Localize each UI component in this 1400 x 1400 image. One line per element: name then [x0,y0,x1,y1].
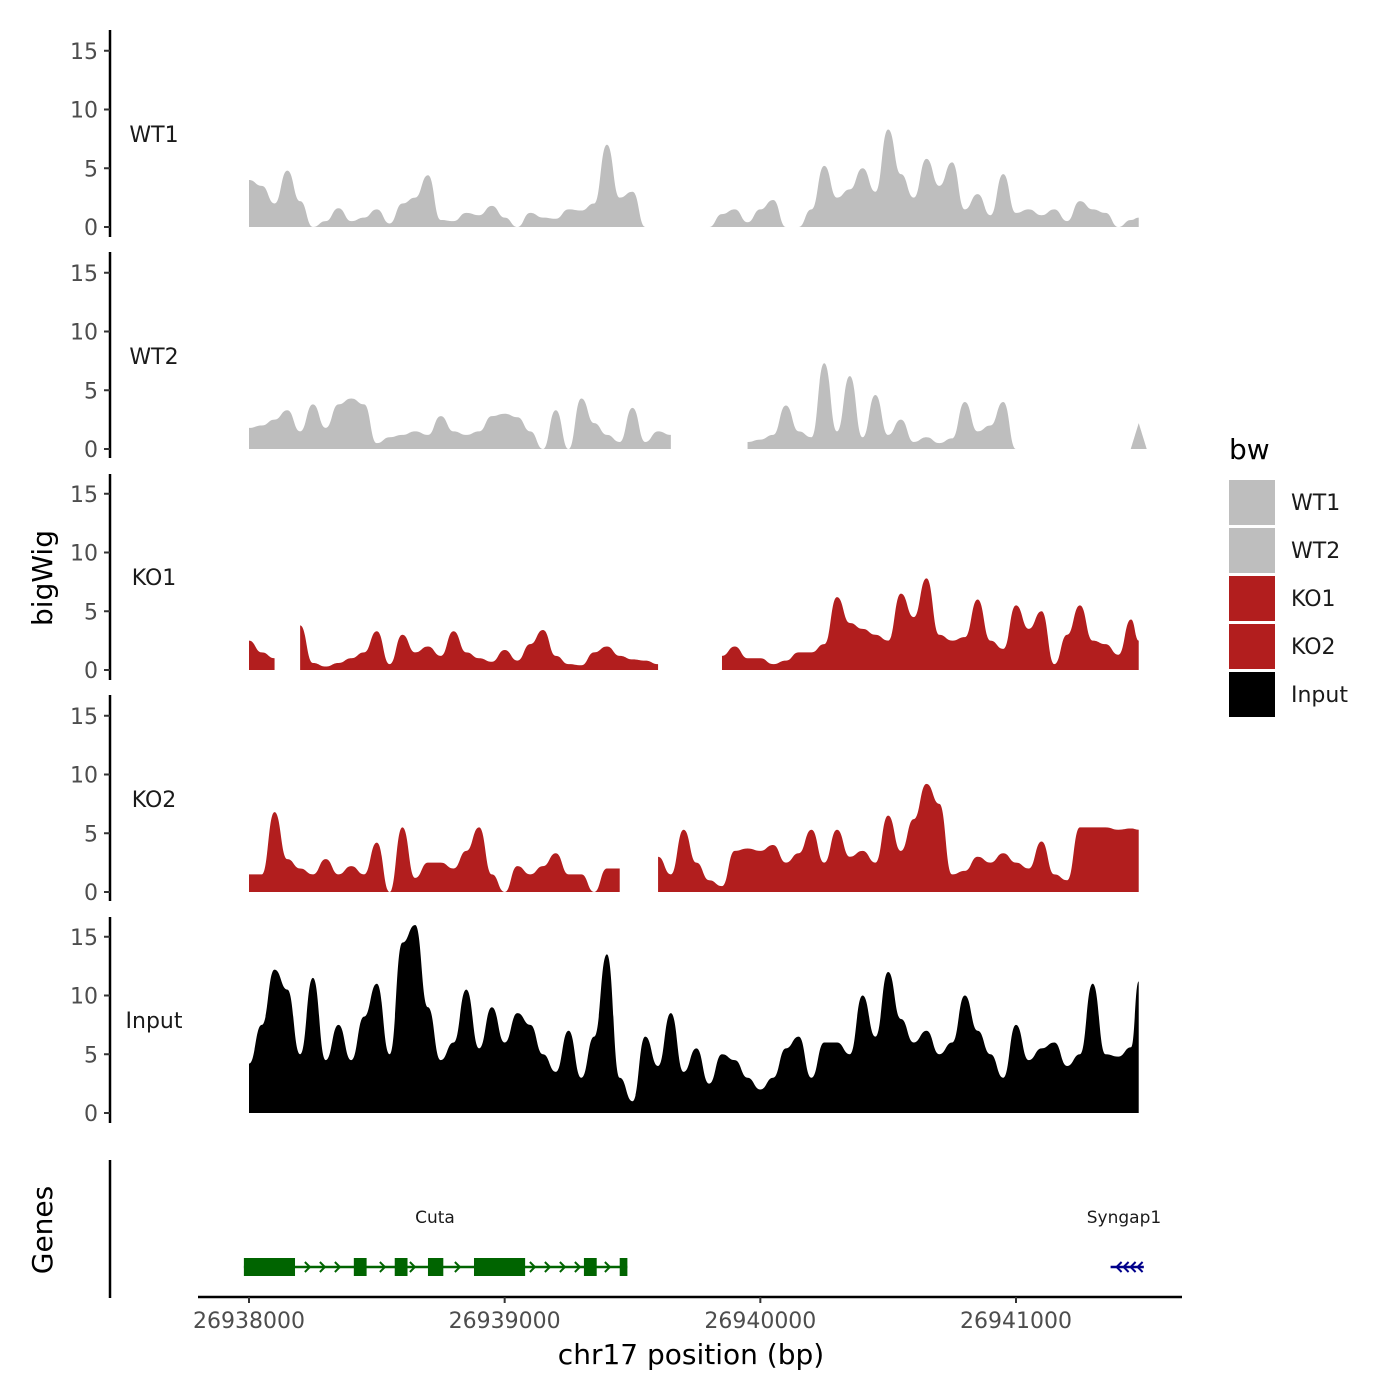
coverage-area [249,640,275,670]
gene-syngap1: Syngap1 [1087,1208,1161,1273]
y-tick-label: 0 [84,1102,98,1127]
coverage-area [709,129,1139,227]
legend-label: KO2 [1291,635,1336,660]
x-tick-label: 26938000 [193,1309,305,1334]
y-tick-label: 10 [70,99,98,124]
y-tick-label: 15 [70,262,98,287]
gene-cuta: Cuta [243,1208,628,1276]
strand-arrow [409,1261,417,1273]
legend-label: WT2 [1291,539,1340,564]
gene-exon [394,1258,408,1276]
genes-axis-title: Genes [26,1186,59,1274]
track-ko1: 0 5 10 15 KO1 [70,474,1139,684]
y-tick-label: 15 [70,483,98,508]
strand-arrow [1129,1261,1137,1273]
coverage-area [300,625,659,670]
strand-arrow [319,1261,327,1273]
track-label: Input [126,1009,183,1034]
y-tick-label: 0 [84,216,98,241]
coverage-area [1130,423,1147,449]
strand-arrow [304,1261,312,1273]
track-wt1: 0 5 10 15 WT1 [70,30,1139,241]
legend-label: WT1 [1291,491,1340,516]
legend-swatch [1229,624,1275,669]
y-tick-label: 15 [70,926,98,951]
x-tick-label: 26941000 [960,1309,1072,1334]
gene-exon [619,1258,628,1276]
gene-label: Syngap1 [1087,1208,1161,1228]
x-axis: 26938000 26939000 26940000 26941000 [193,1295,1182,1334]
y-tick-label: 0 [84,659,98,684]
y-tick-label: 10 [70,985,98,1010]
y-tick-label: 5 [84,157,98,182]
y-tick-label: 10 [70,321,98,346]
y-tick-label: 5 [84,600,98,625]
legend-label: KO1 [1291,587,1336,612]
track-label: KO2 [132,788,177,813]
strand-arrow [604,1261,612,1273]
track-ko2: 0 5 10 15 KO2 [70,695,1139,906]
strand-arrow [574,1261,582,1273]
gene-exon [427,1258,444,1276]
track-label: WT2 [129,345,178,370]
strand-arrow [334,1261,342,1273]
strand-arrow [1136,1261,1144,1273]
x-axis-title: chr17 position (bp) [558,1338,824,1371]
y-tick-label: 5 [84,379,98,404]
y-axis-title: bigWig [26,530,59,626]
y-tick-label: 0 [84,438,98,463]
coverage-area [747,363,1029,449]
x-tick-label: 26939000 [449,1309,561,1334]
y-tick-label: 15 [70,705,98,730]
coverage-area [658,783,1139,892]
y-tick-label: 5 [84,822,98,847]
track-wt2: 0 5 10 15 WT2 [70,252,1147,463]
coverage-area [721,578,1139,670]
strand-arrow [544,1261,552,1273]
legend: WT1 WT2 KO1 KO2 Input [1229,480,1348,717]
track-panels: 0 5 10 15 WT1 0 5 10 15 WT2 0 5 10 15 KO1 0 5 10 15 KO2 0 5 10… [70,30,1147,1127]
track-label: KO1 [132,566,177,591]
legend-title: bw [1229,433,1270,466]
gene-label: Cuta [415,1208,455,1228]
y-tick-label: 5 [84,1043,98,1068]
legend-label: Input [1291,683,1348,708]
coverage-area [249,812,620,892]
x-tick-label: 26940000 [704,1309,816,1334]
strand-arrow [559,1261,567,1273]
gene-track: Cuta Syngap1 [108,1160,1161,1298]
coverage-area [249,144,646,227]
gene-exon [243,1258,296,1276]
strand-arrow [454,1261,462,1273]
strand-arrow [379,1261,387,1273]
y-tick-label: 0 [84,881,98,906]
y-tick-label: 15 [70,40,98,65]
y-tick-label: 10 [70,764,98,789]
gene-exon [353,1258,367,1276]
coverage-area [249,398,671,449]
track-input: 0 5 10 15 Input [70,917,1139,1127]
strand-arrow [1115,1261,1123,1273]
legend-swatch [1229,528,1275,573]
strand-arrow [529,1261,537,1273]
strand-arrow [1122,1261,1130,1273]
coverage-area [249,925,1139,1113]
legend-swatch [1229,576,1275,621]
y-tick-label: 10 [70,542,98,567]
track-label: WT1 [129,123,178,148]
gene-exon [473,1258,526,1276]
gene-exon [583,1258,597,1276]
legend-swatch [1229,672,1275,717]
legend-swatch [1229,480,1275,525]
